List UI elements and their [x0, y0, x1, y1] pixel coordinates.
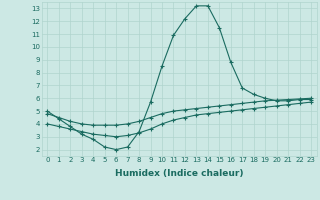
X-axis label: Humidex (Indice chaleur): Humidex (Indice chaleur) [115, 169, 244, 178]
